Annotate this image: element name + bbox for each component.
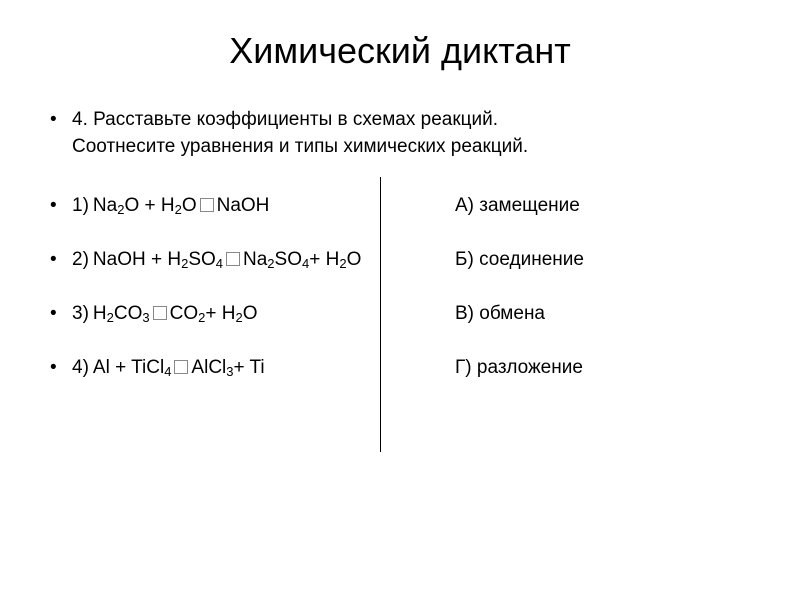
bullet-icon: • [50,303,62,325]
subscript: 2 [198,310,205,325]
instruction-line-2: Соотнесите уравнения и типы химических р… [50,134,750,161]
equation-row: •1) Na2O + H2O NaOHА) замещение [50,195,750,217]
subscript: 3 [226,364,233,379]
subscript: 2 [175,202,182,217]
equation-number: 2) [72,249,89,271]
equation-text: O [182,195,197,217]
subscript: 4 [216,256,223,271]
subscript: 2 [181,256,188,271]
equation-text: NaOH [217,195,270,217]
chemical-equation: 3) H2CO3 CO2 + H2O [72,303,257,325]
bullet-icon: • [50,357,62,379]
equation-row: •3) H2CO3 CO2 + H2OВ) обмена [50,303,750,325]
instruction-sentence-1: Расставьте коэффициенты в схемах реакций… [93,109,498,130]
answer-option: Г) разложение [455,357,583,379]
equation-text: + H [205,303,235,325]
subscript: 3 [142,310,149,325]
arrow-placeholder-box [174,360,188,374]
equation-text: Na [93,195,117,217]
equation-text: O [243,303,258,325]
subscript: 2 [107,310,114,325]
equation-text: + H [309,249,339,271]
subscript: 2 [267,256,274,271]
equation-text: Na [243,249,267,271]
arrow-placeholder-box [200,198,214,212]
instruction-number: 4. [72,109,88,130]
equation-text: O [347,249,362,271]
equation-text: H [93,303,107,325]
page-title: Химический диктант [50,30,750,72]
answer-option: А) замещение [455,195,580,217]
subscript: 2 [117,202,124,217]
instruction-sentence-2: Соотнесите уравнения и типы химических р… [72,134,528,161]
equation-number: 3) [72,303,89,325]
equation-number: 1) [72,195,89,217]
equation-row: •2) NaOH + H2SO4 Na2SO4 + H2OБ) соединен… [50,249,750,271]
equation-text: + Ti [234,357,265,379]
instruction-line-1: • 4. Расставьте коэффициенты в схемах ре… [50,107,750,134]
bullet-icon: • [50,249,62,271]
answer-option: В) обмена [455,303,545,325]
instruction-text-1: 4. Расставьте коэффициенты в схемах реак… [72,107,498,134]
instruction-block: • 4. Расставьте коэффициенты в схемах ре… [50,107,750,160]
arrow-placeholder-box [153,306,167,320]
subscript: 2 [339,256,346,271]
equation-text: SO [188,249,215,271]
equation-text: SO [275,249,302,271]
subscript: 2 [235,310,242,325]
equation-number: 4) [72,357,89,379]
equation-text: NaOH + H [93,249,181,271]
answer-option: Б) соединение [455,249,584,271]
subscript: 4 [164,364,171,379]
chemical-equation: 1) Na2O + H2O NaOH [72,195,269,217]
equation-text: Al + TiCl [93,357,164,379]
equations-container: •1) Na2O + H2O NaOHА) замещение•2) NaOH … [50,195,750,379]
equation-row: • 4) Al + TiCl4 AlCl3 + Ti Г) разложение [50,357,750,379]
chemical-equation: 2) NaOH + H2SO4 Na2SO4 + H2O [72,249,361,271]
chemical-equation: 4) Al + TiCl4 AlCl3 + Ti [72,357,265,379]
arrow-placeholder-box [226,252,240,266]
equation-text: CO [114,303,143,325]
equation-text: O + H [124,195,174,217]
subscript: 4 [302,256,309,271]
bullet-icon: • [50,107,62,134]
equation-text: AlCl [191,357,226,379]
bullet-icon: • [50,195,62,217]
equation-text: CO [170,303,199,325]
